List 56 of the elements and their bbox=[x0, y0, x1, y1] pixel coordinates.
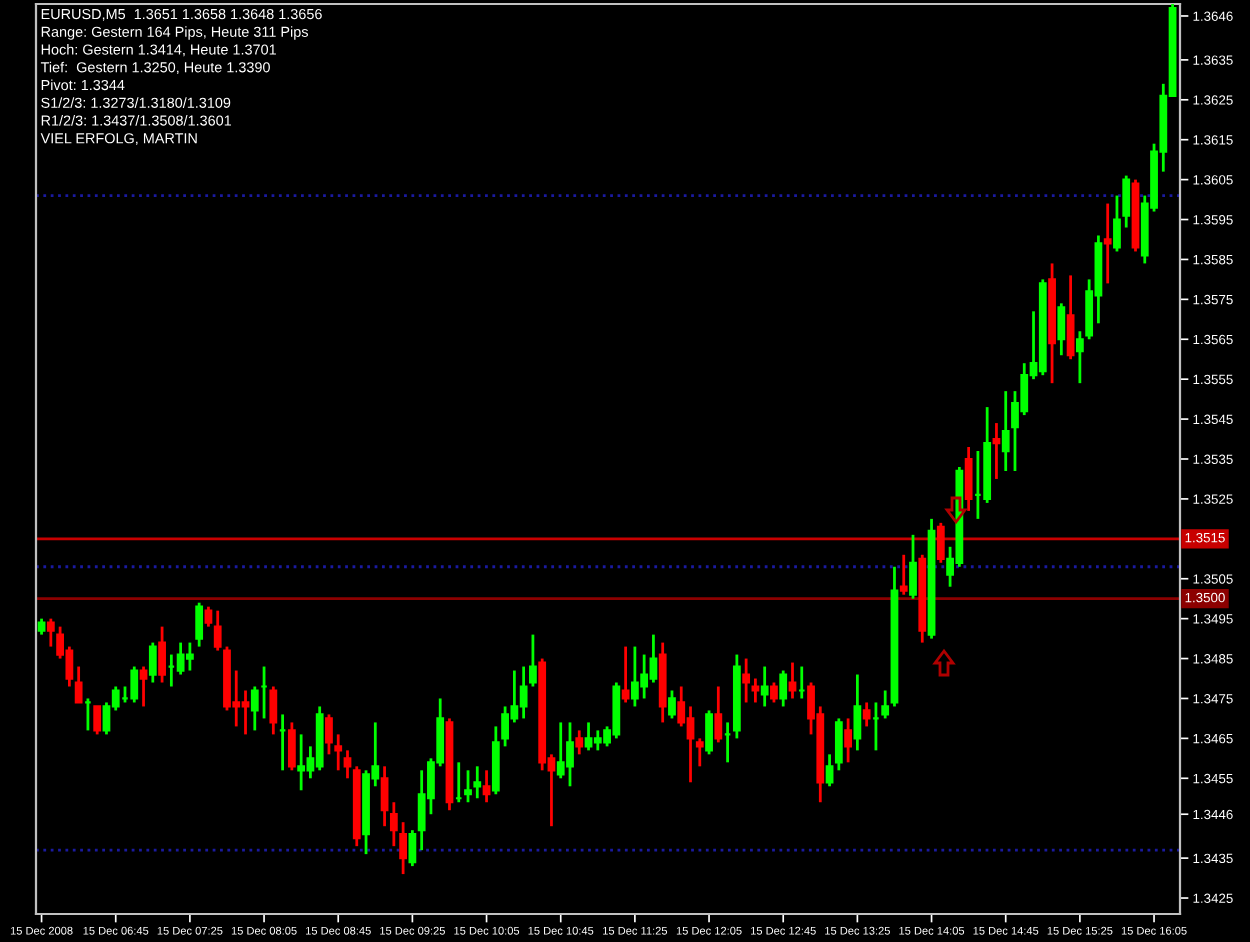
candlestick bbox=[213, 609, 222, 652]
candlestick bbox=[751, 677, 760, 704]
candlestick bbox=[779, 669, 788, 708]
candlestick bbox=[334, 733, 343, 772]
candlestick bbox=[1103, 202, 1112, 285]
candlestick bbox=[399, 820, 408, 876]
candlestick bbox=[964, 445, 973, 513]
candlestick bbox=[1066, 274, 1075, 361]
candlestick bbox=[343, 748, 352, 780]
candlestick bbox=[909, 533, 917, 601]
candlestick bbox=[380, 764, 389, 828]
candlestick bbox=[269, 685, 278, 736]
candlestick bbox=[705, 709, 713, 756]
candlestick bbox=[195, 601, 204, 648]
candlestick bbox=[482, 768, 491, 804]
candlestick bbox=[473, 764, 482, 800]
candlestick bbox=[287, 721, 296, 772]
candlestick bbox=[1001, 389, 1010, 473]
candlestick bbox=[297, 733, 306, 792]
candlestick bbox=[250, 685, 259, 732]
candlestick bbox=[158, 625, 166, 684]
candlestick bbox=[139, 665, 148, 708]
candlestick bbox=[881, 689, 890, 720]
candlestick bbox=[899, 553, 908, 597]
candlestick bbox=[621, 645, 630, 704]
candlestick bbox=[130, 665, 139, 704]
candlestick bbox=[204, 605, 213, 629]
candlestick bbox=[853, 673, 862, 752]
candlestick bbox=[668, 689, 676, 720]
candlestick bbox=[575, 729, 584, 756]
candlestick bbox=[389, 800, 398, 848]
candlestick bbox=[760, 665, 769, 708]
candlestick bbox=[1057, 301, 1066, 357]
candlestick bbox=[844, 717, 852, 764]
candlestick bbox=[1075, 329, 1084, 385]
candlestick bbox=[1122, 174, 1131, 229]
candlestick bbox=[742, 657, 751, 704]
candlestick bbox=[936, 521, 945, 565]
candlestick bbox=[825, 752, 834, 788]
candlestick bbox=[788, 661, 797, 700]
candlestick bbox=[93, 705, 102, 736]
candlestick bbox=[529, 633, 537, 688]
candlestick bbox=[714, 685, 723, 744]
candlestick bbox=[325, 713, 333, 756]
candlestick bbox=[1113, 194, 1121, 253]
candlestick bbox=[834, 717, 843, 772]
candlestick bbox=[862, 701, 871, 728]
candlestick bbox=[770, 681, 778, 704]
candlestick bbox=[992, 421, 1001, 481]
candlestick bbox=[695, 737, 704, 768]
candlestick bbox=[46, 617, 55, 648]
candlestick bbox=[464, 768, 472, 804]
candlestick bbox=[408, 828, 417, 868]
candlestick bbox=[491, 725, 500, 796]
candlestick bbox=[148, 641, 157, 684]
candlestick bbox=[74, 665, 83, 704]
